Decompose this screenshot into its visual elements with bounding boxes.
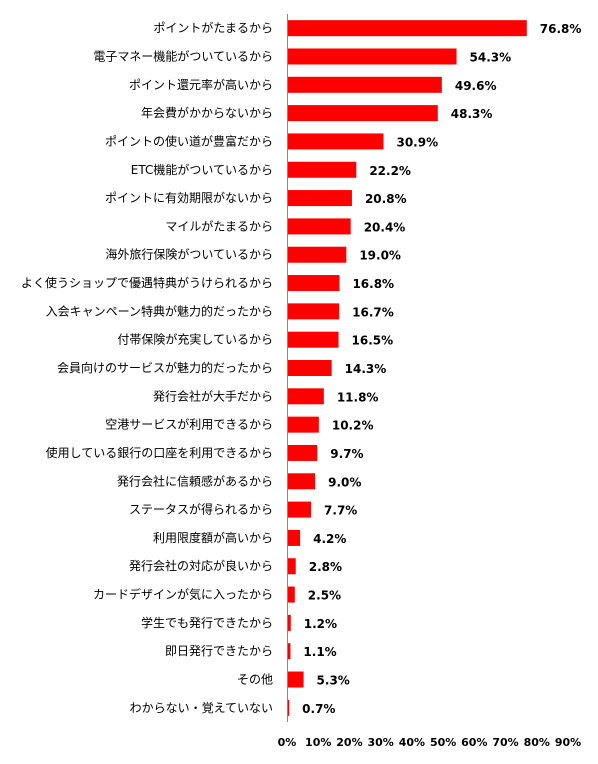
bar (287, 473, 316, 490)
bar (287, 501, 312, 518)
x-tick-label: 60% (461, 736, 487, 749)
bar (287, 218, 351, 235)
bar (287, 76, 442, 93)
x-tick-label: 80% (524, 736, 550, 749)
bar (287, 360, 332, 376)
category-labels: ポイントがたまるから電子マネー機能がついているからポイント還元率が高いから年会費… (21, 20, 273, 715)
bar (287, 303, 340, 320)
bar (287, 558, 296, 575)
value-label: 2.5% (308, 589, 341, 603)
value-label: 54.3% (470, 50, 512, 64)
category-label: 入会キャンペーン特典が魅力的だったから (46, 303, 273, 318)
category-label: 使用している銀行の口座を利用できるから (46, 445, 273, 460)
value-label: 22.2% (369, 164, 411, 178)
value-label: 5.3% (317, 674, 350, 688)
category-label: 会員向けのサービスが魅力的だったから (57, 360, 273, 375)
category-label: その他 (237, 673, 273, 687)
category-label: 発行会社の対応が良いから (129, 558, 273, 573)
bar (287, 331, 339, 348)
value-label: 4.2% (313, 532, 346, 546)
category-label: ポイントの使い道が豊富だから (105, 133, 273, 148)
bar (287, 161, 357, 178)
value-labels: 76.8% 54.3% 49.6% 48.3% 30.9% 22.2% 20.8% 20.4%… (302, 22, 581, 716)
value-label: 76.8% (540, 22, 582, 36)
category-label: 発行会社に信頼感があるから (117, 473, 273, 488)
bar (287, 614, 291, 631)
bar (287, 105, 438, 122)
category-label: 付帯保険が充実しているから (117, 332, 273, 347)
bar (287, 388, 324, 405)
value-label: 9.0% (328, 475, 361, 489)
bars-layer (287, 20, 527, 716)
value-label: 1.1% (303, 645, 336, 659)
x-tick-label: 70% (492, 736, 518, 749)
category-label: よく使うショップで優遇特典がうけられるから (21, 275, 273, 290)
value-label: 11.8% (337, 390, 379, 404)
category-label: 学生でも発行できたから (141, 615, 273, 630)
value-label: 10.2% (332, 419, 374, 433)
category-label: マイルがたまるから (165, 218, 273, 233)
category-label: 利用限度額が高いから (153, 530, 273, 545)
value-label: 30.9% (396, 135, 438, 149)
bar (287, 416, 319, 433)
bar (287, 246, 347, 263)
category-label: 海外旅行保険がついているから (105, 247, 273, 262)
bar (287, 671, 304, 688)
value-label: 0.7% (302, 702, 335, 716)
value-label: 2.8% (309, 560, 342, 574)
category-label: 発行会社が大手だから (153, 388, 273, 403)
x-tick-label: 40% (399, 736, 425, 749)
category-label: 電子マネー機能がついているから (93, 48, 273, 63)
category-label: ポイント還元率が高いから (129, 77, 273, 92)
category-label: ステータスが得られるから (129, 502, 273, 517)
x-tick-labels: 0% 10% 20% 30% 40% 50% 60% 70% 80% 90% (278, 736, 582, 749)
category-label: わからない・覚えていない (130, 701, 273, 715)
bar (287, 586, 295, 603)
category-label: 空港サービスが利用できるから (105, 417, 273, 432)
value-label: 19.0% (359, 249, 401, 263)
value-label: 20.4% (364, 220, 406, 234)
value-label: 14.3% (345, 362, 387, 376)
bar (287, 190, 352, 207)
bar (287, 275, 340, 292)
bar (287, 133, 384, 150)
bar (287, 699, 290, 716)
value-label: 16.7% (352, 305, 394, 319)
x-tick-label: 0% (278, 736, 297, 749)
category-label: ポイントに有効期限がないから (105, 190, 273, 205)
category-label: ETC機能がついているから (131, 162, 273, 177)
category-label: 年会費がかからないから (141, 105, 273, 120)
value-label: 1.2% (304, 617, 337, 631)
category-label: ポイントがたまるから (153, 20, 273, 35)
value-label: 9.7% (330, 447, 363, 461)
x-tick-label: 90% (555, 736, 581, 749)
bar (287, 643, 291, 660)
x-tick-label: 20% (336, 736, 362, 749)
x-tick-label: 10% (305, 736, 331, 749)
value-label: 20.8% (365, 192, 407, 206)
value-label: 16.5% (352, 334, 394, 348)
category-label: カードデザインが気に入ったから (93, 587, 273, 602)
value-label: 16.8% (352, 277, 394, 291)
bar (287, 444, 318, 461)
bar (287, 529, 301, 546)
category-label: 即日発行できたから (165, 644, 273, 658)
value-label: 49.6% (455, 79, 497, 93)
x-tick-label: 30% (367, 736, 393, 749)
bar (287, 48, 457, 65)
bar (287, 20, 527, 37)
value-label: 7.7% (324, 504, 357, 518)
value-label: 48.3% (451, 107, 493, 121)
x-tick-label: 50% (430, 736, 456, 749)
